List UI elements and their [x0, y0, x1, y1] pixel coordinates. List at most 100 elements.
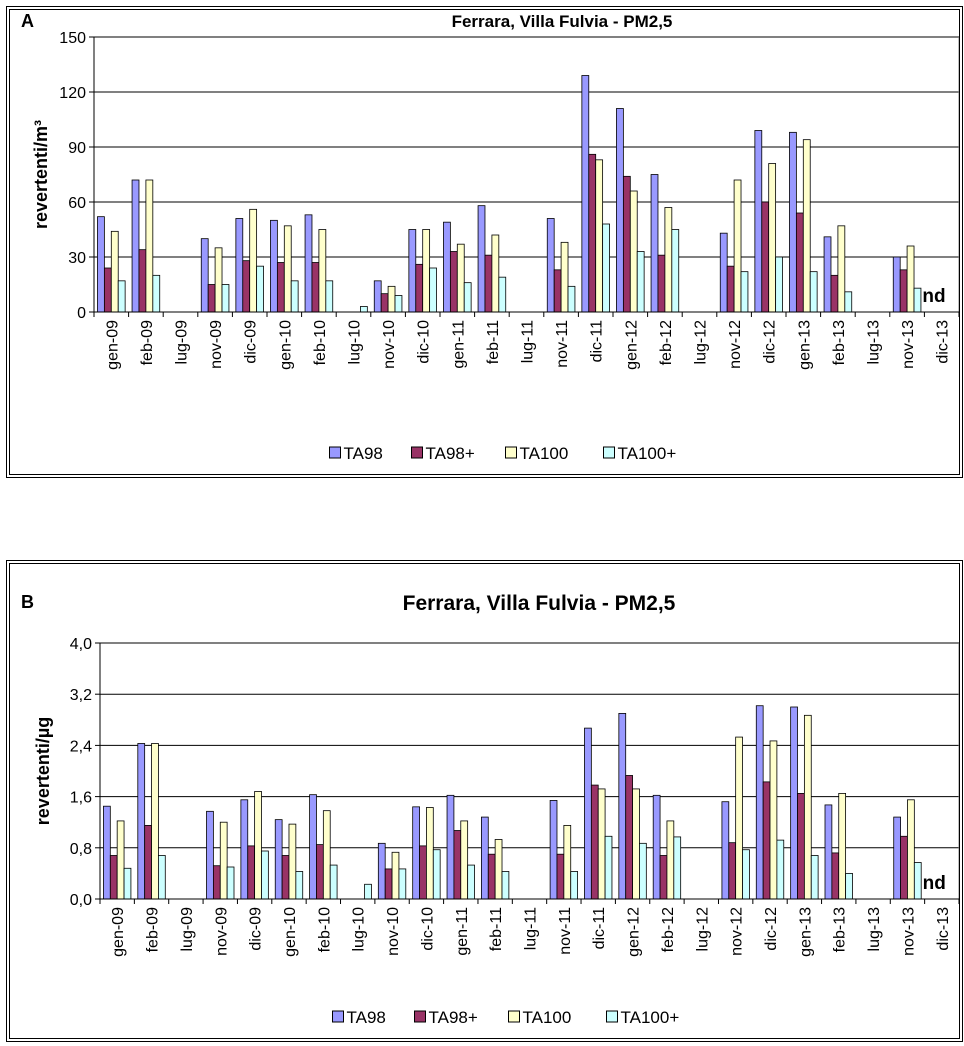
legend-label: TA100	[523, 1008, 572, 1027]
bar	[213, 866, 220, 899]
bar	[791, 707, 798, 899]
bar	[769, 164, 776, 313]
bar	[227, 867, 234, 899]
legend-swatch	[604, 447, 615, 458]
bar	[158, 855, 165, 899]
bar	[894, 817, 901, 899]
y-tick-label: 60	[68, 195, 86, 212]
x-tick-label: feb-11	[485, 320, 502, 364]
y-tick-label: 4,0	[70, 636, 92, 653]
x-tick-label: dic-12	[763, 907, 780, 951]
x-tick-label: feb-11	[488, 907, 505, 951]
bar	[803, 140, 810, 312]
bar	[374, 281, 381, 312]
bar	[616, 109, 623, 313]
x-tick-label: nov-11	[554, 320, 571, 368]
bar	[395, 296, 402, 313]
bar	[811, 855, 818, 899]
bar	[124, 868, 131, 899]
x-tick-label: gen-11	[454, 907, 471, 956]
bar	[914, 863, 921, 899]
bar	[770, 741, 777, 899]
bar	[893, 257, 900, 312]
bar	[495, 839, 502, 899]
x-tick-label: gen-11	[450, 320, 467, 369]
bar	[270, 220, 277, 312]
x-tick-label: dic-10	[419, 907, 436, 951]
bar	[789, 132, 796, 312]
x-tick-label: dic-13	[935, 320, 952, 364]
panel-letter: A	[21, 11, 34, 31]
x-tick-label: dic-12	[762, 320, 779, 364]
bar	[381, 294, 388, 312]
bar	[639, 843, 646, 899]
chart-panel-a: A Ferrara, Villa Fulvia - PM2,5 revertenti…	[6, 6, 963, 478]
x-tick-label: nov-13	[900, 907, 917, 956]
legend-label: TA98	[344, 444, 383, 463]
bar	[145, 825, 152, 899]
bar	[554, 270, 561, 312]
bar	[667, 821, 674, 899]
bar	[426, 807, 433, 899]
bar	[319, 230, 326, 313]
x-tick-label: lug-12	[694, 907, 711, 952]
bar	[118, 281, 125, 312]
bar	[734, 180, 741, 312]
bar	[633, 789, 640, 899]
bar	[481, 817, 488, 899]
bar	[763, 782, 770, 899]
bar	[433, 850, 440, 899]
x-tick-label: nov-13	[900, 320, 917, 369]
bar	[589, 154, 596, 312]
bar	[727, 266, 734, 312]
bar	[776, 257, 783, 312]
bar	[502, 871, 509, 899]
nd-annotation: nd	[923, 873, 946, 894]
x-tick-label: lug-11	[520, 320, 537, 363]
bar	[591, 785, 598, 899]
x-tick-label: nov-10	[381, 320, 398, 369]
x-tick-label: dic-13	[935, 907, 952, 951]
bar	[914, 288, 921, 312]
bar	[619, 713, 626, 899]
bar	[284, 226, 291, 312]
bar	[485, 255, 492, 312]
bar	[201, 239, 208, 312]
bar	[326, 281, 333, 312]
bar	[845, 292, 852, 312]
bar	[243, 261, 250, 312]
x-tick-label: lug-11	[523, 907, 540, 950]
chart-panel-b: B Ferrara, Villa Fulvia - PM2,5 revertenti…	[6, 560, 963, 1042]
x-tick-label: dic-11	[591, 907, 608, 949]
bar	[907, 246, 914, 312]
bar	[289, 824, 296, 899]
bar	[762, 202, 769, 312]
bar	[468, 865, 475, 899]
bar	[810, 272, 817, 312]
bar	[832, 853, 839, 899]
bar	[901, 836, 908, 899]
bar	[626, 775, 633, 899]
bar	[255, 791, 262, 899]
x-tick-label: dic-09	[243, 320, 260, 364]
bar	[365, 884, 372, 899]
bar-chart-b: B Ferrara, Villa Fulvia - PM2,5 revertenti…	[7, 561, 962, 1041]
bar	[413, 807, 420, 899]
bar	[392, 852, 399, 899]
bar	[416, 264, 423, 312]
bar	[831, 275, 838, 312]
legend-swatch	[506, 447, 517, 458]
y-tick-label: 120	[59, 85, 86, 102]
legend-swatch	[607, 1011, 618, 1022]
bar	[804, 715, 811, 899]
x-tick-label: nov-11	[557, 907, 574, 955]
y-axis-label: revertenti/m³	[31, 120, 51, 229]
x-tick-label: lug-12	[693, 320, 710, 365]
legend-swatch	[412, 447, 423, 458]
bar	[257, 266, 264, 312]
bar	[798, 793, 805, 899]
bar	[282, 855, 289, 899]
x-tick-label: lug-09	[179, 907, 196, 952]
x-tick-label: lug-13	[866, 907, 883, 952]
bar	[660, 855, 667, 899]
